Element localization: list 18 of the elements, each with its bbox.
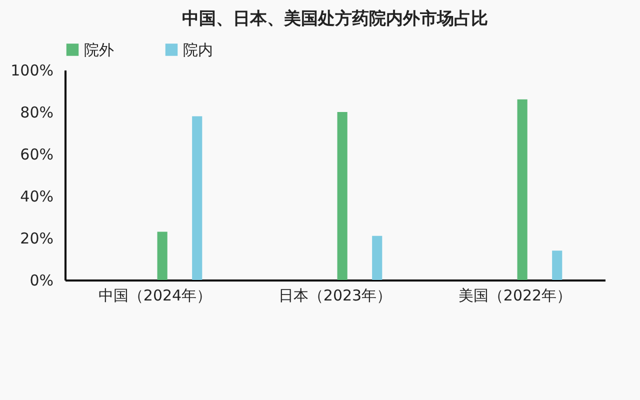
x-tick-label: 美国（2022年）: [458, 286, 572, 304]
y-tick-label: 0%: [30, 272, 54, 290]
chart-title: 中国、日本、美国处方药院内外市场占比: [182, 9, 488, 29]
bar: [372, 236, 382, 280]
y-tick-label: 20%: [20, 230, 54, 248]
bar: [337, 112, 348, 280]
bar: [192, 116, 202, 280]
y-tick-label: 40%: [20, 188, 54, 206]
bar: [552, 250, 562, 280]
legend-label: 院内: [183, 40, 213, 59]
x-tick-label: 日本（2023年）: [278, 286, 392, 304]
y-tick-label: 80%: [20, 104, 54, 122]
y-tick-label: 60%: [20, 146, 54, 164]
bar: [517, 99, 528, 280]
x-tick-label: 中国（2024年）: [98, 286, 212, 304]
legend-label: 院外: [84, 40, 114, 59]
bar: [157, 232, 168, 280]
y-tick-label: 100%: [10, 62, 54, 80]
